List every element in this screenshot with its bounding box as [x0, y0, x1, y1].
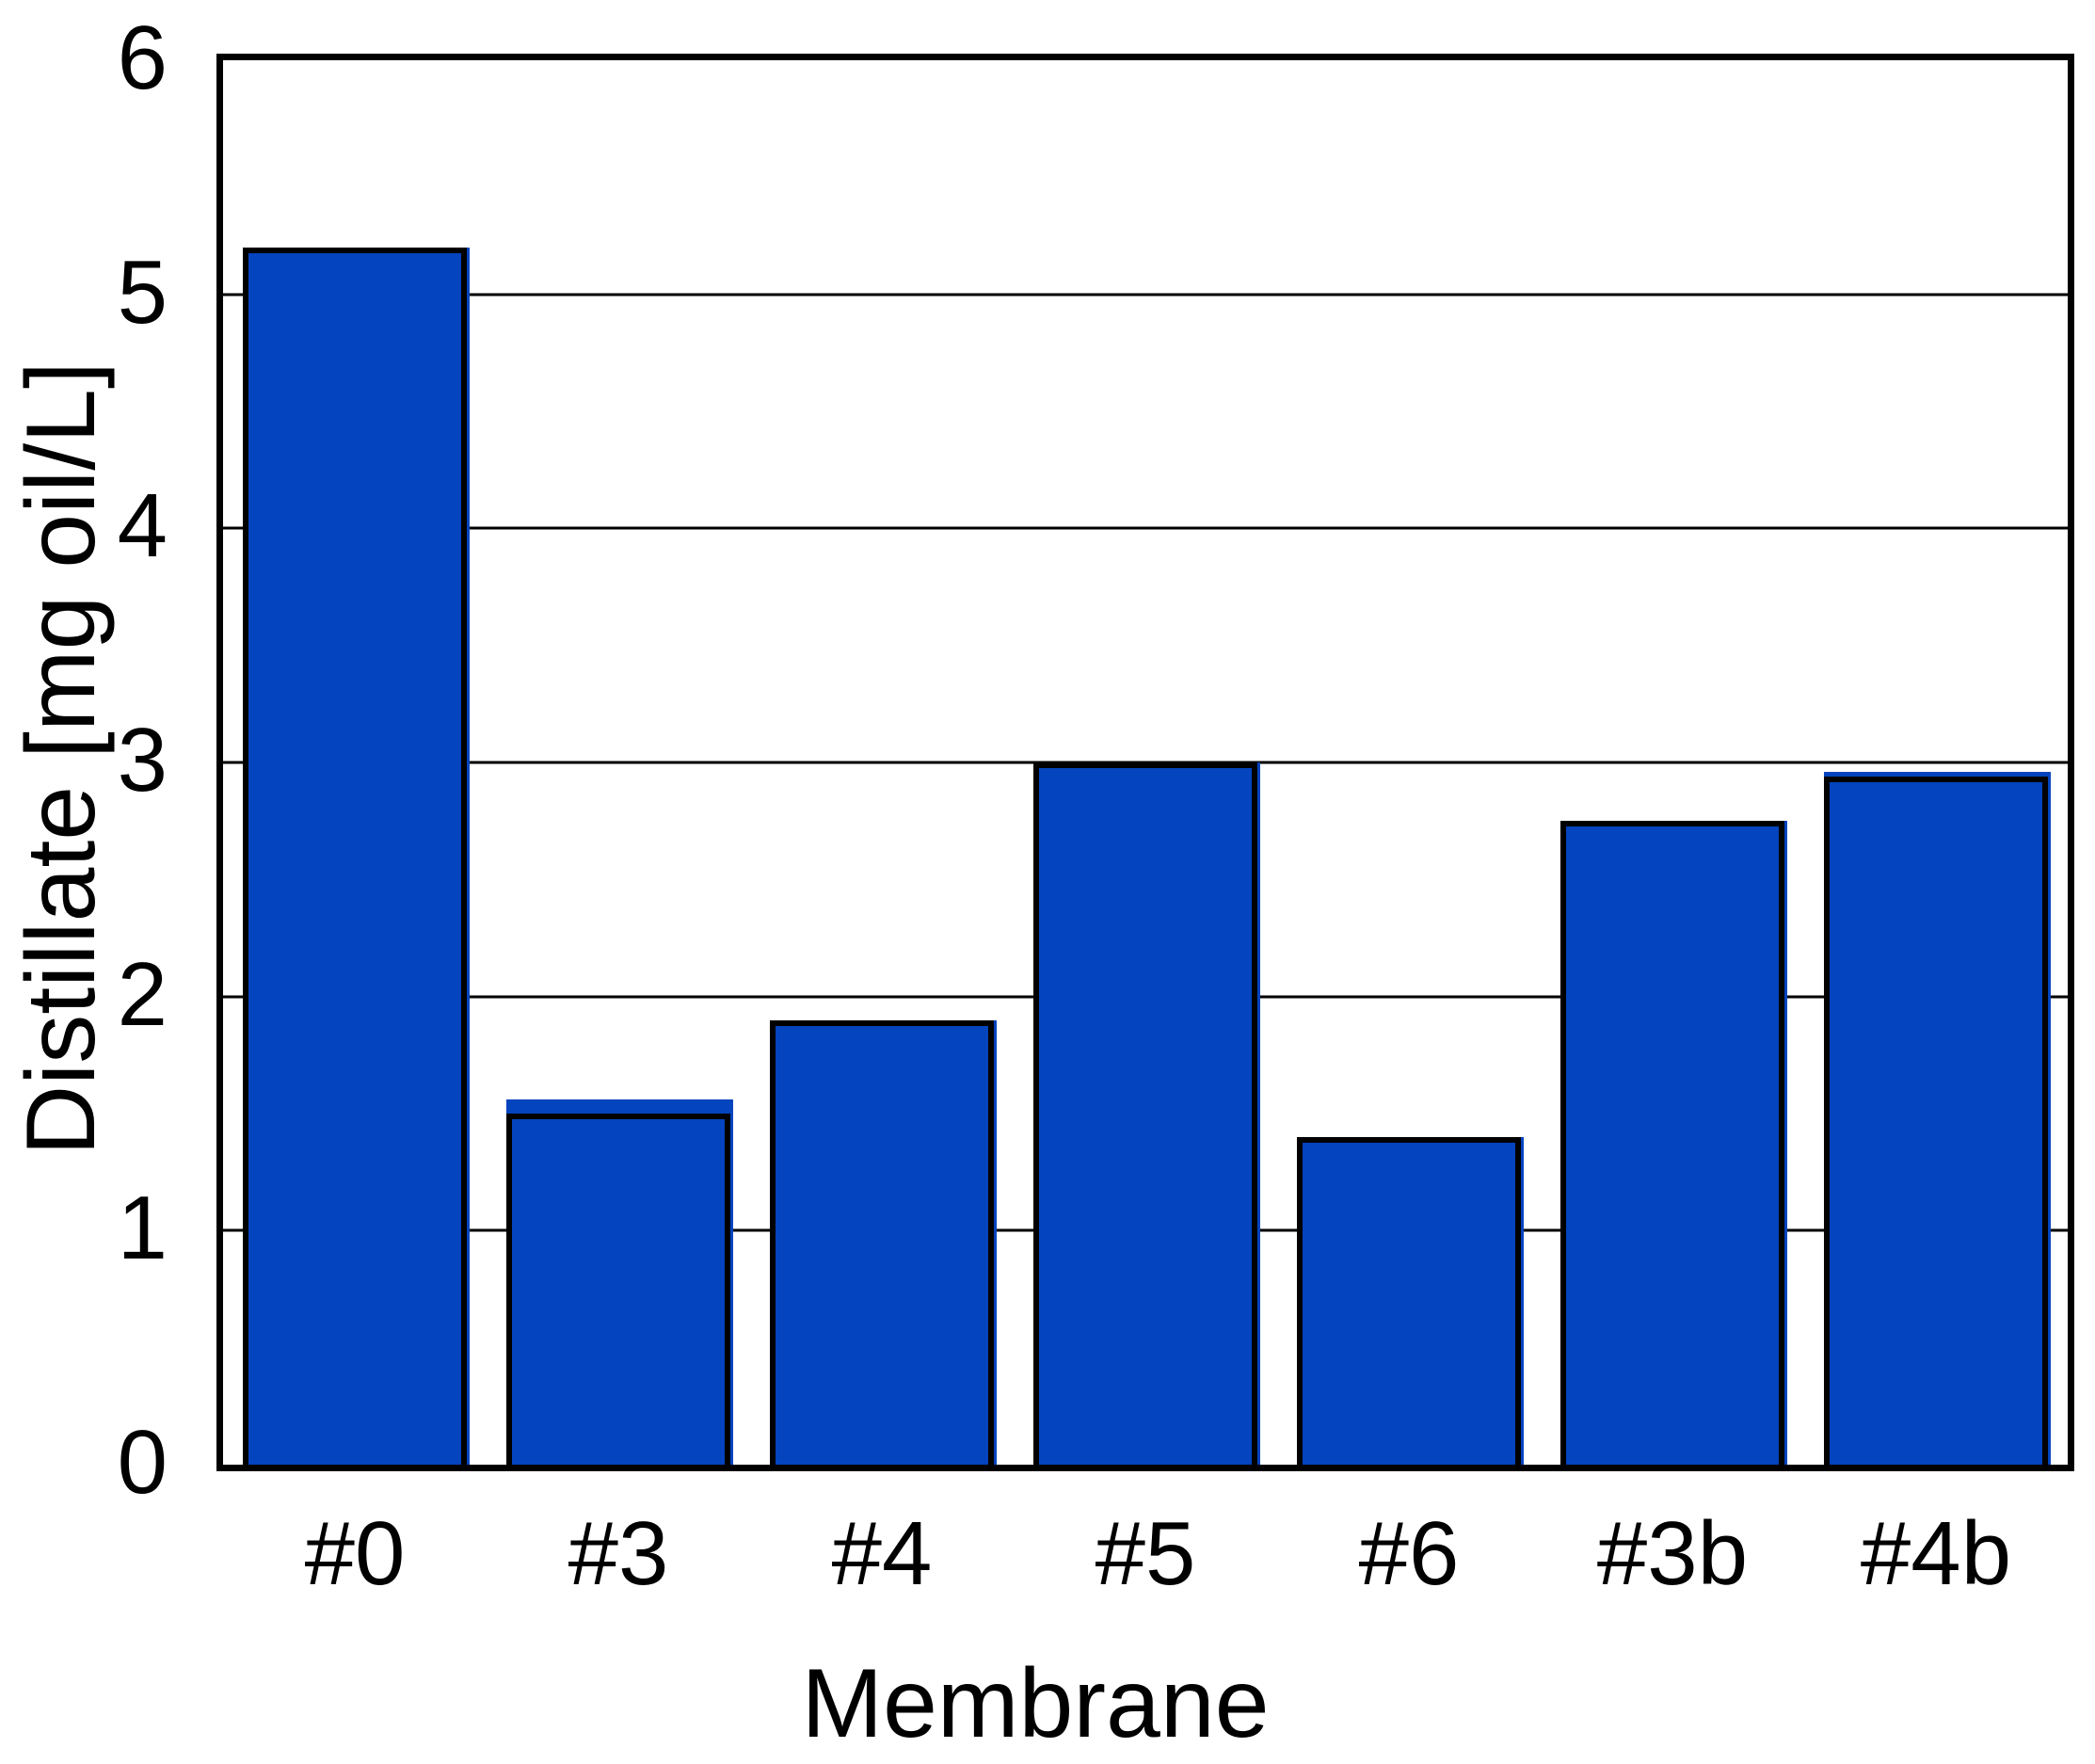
y-tick-label-1: 1 — [117, 1178, 168, 1279]
y-tick-label-3: 3 — [117, 710, 168, 811]
y-axis-title: Distillate [mg oil/L] — [7, 361, 116, 1156]
bar-3b — [1560, 821, 1784, 1465]
bar-0 — [243, 247, 467, 1465]
x-axis-tick-labels: #0 #3 #4 #5 #6 #3b #4b — [223, 1502, 2068, 1625]
gridline-y5 — [223, 293, 2068, 297]
x-tick-label-5: #5 — [1095, 1503, 1196, 1604]
x-axis-title: Membrane — [801, 1649, 1270, 1758]
y-tick-label-5: 5 — [117, 241, 168, 343]
gridline-y4 — [223, 526, 2068, 530]
plot-inner — [223, 60, 2068, 1465]
x-tick-label-0: #0 — [304, 1503, 406, 1604]
x-tick-label-4: #4 — [831, 1503, 933, 1604]
plot-area — [216, 54, 2074, 1471]
y-tick-label-0: 0 — [117, 1412, 168, 1514]
y-tick-label-2: 2 — [117, 943, 168, 1045]
bar-6 — [1297, 1136, 1521, 1465]
bar-3 — [506, 1114, 730, 1465]
x-tick-label-3: #3 — [568, 1503, 669, 1604]
bar-4 — [770, 1019, 994, 1465]
bar-4b — [1824, 776, 2048, 1465]
x-tick-label-4b: #4b — [1860, 1503, 2012, 1604]
y-tick-label-4: 4 — [117, 475, 168, 577]
y-tick-label-6: 6 — [117, 8, 168, 109]
x-tick-label-6: #6 — [1358, 1503, 1460, 1604]
x-tick-label-3b: #3b — [1596, 1503, 1749, 1604]
bar-5 — [1033, 762, 1257, 1465]
